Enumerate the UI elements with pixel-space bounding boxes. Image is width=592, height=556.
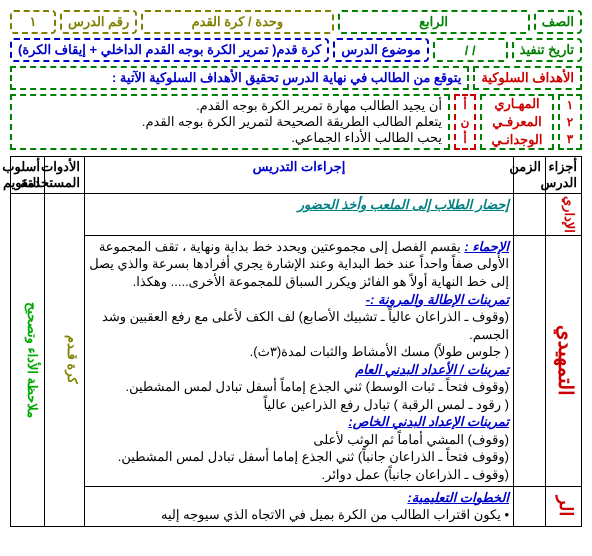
t3-heading: تمرينات الإعداد البدني الخاص: bbox=[348, 414, 509, 429]
grade-label: الصف bbox=[534, 10, 582, 34]
goal-text: يتعلم الطالب الطريقة الصحيحة لتمرير الكر… bbox=[18, 114, 442, 130]
goal-num: ٣ bbox=[560, 132, 580, 146]
lesson-num-label: رقم الدرس bbox=[60, 10, 137, 34]
t3-a: (وقوف) المشي أماماً ثم الوثب لأعلى bbox=[313, 432, 509, 447]
goal-domain: الوجدانـي bbox=[482, 132, 552, 148]
goals-grid: ١ ٢ ٣ المهـاري المعرفـي الوجدانـي أ ن أ … bbox=[10, 94, 582, 150]
grade-value: الرابع bbox=[338, 10, 530, 34]
goals-domains: المهـاري المعرفـي الوجدانـي bbox=[480, 94, 554, 150]
time-cell bbox=[514, 235, 546, 486]
part-prep: التمهيدي bbox=[546, 235, 582, 486]
goal-an: أ bbox=[456, 132, 474, 146]
proc-prep: الإحماء : يقسم الفصل إلى مجموعتين ويحدد … bbox=[85, 235, 514, 486]
proc-admin: إحضار الطلاب إلى الملعب وأخذ الحضور bbox=[85, 194, 514, 236]
goal-an: ن bbox=[456, 115, 474, 129]
lesson-table: أجزاء الدرس الزمن إجراءات التدريس الأدوا… bbox=[10, 156, 582, 527]
goal-num: ٢ bbox=[560, 115, 580, 129]
col-parts: أجزاء الدرس bbox=[546, 157, 582, 194]
t1-a: (وقوف ـ الذراعان عالياً ـ تشبيك الأصابع)… bbox=[102, 309, 509, 342]
goal-num: ١ bbox=[560, 98, 580, 112]
steps-heading: الخطوات التعليمية: bbox=[407, 490, 509, 505]
date-label: تاريخ تنفيذ bbox=[512, 38, 582, 62]
topic-label: موضوع الدرس bbox=[333, 38, 428, 62]
table-row: الإداري إحضار الطلاب إلى الملعب وأخذ الح… bbox=[11, 194, 582, 236]
col-tools: الأدوات المستخدمة bbox=[45, 157, 85, 194]
proc-main: الخطوات التعليمية: • يكون اقتراب الطالب … bbox=[85, 486, 514, 526]
t1-b: ( جلوس طولاً) مسك الأمشاط والثبات لمدة(٣… bbox=[250, 344, 509, 359]
table-row: الر الخطوات التعليمية: • يكون اقتراب الط… bbox=[11, 486, 582, 526]
tools-cell: كرة قـدم bbox=[45, 194, 85, 527]
goal-text: يحب الطالب الأداء الجماعي. bbox=[18, 130, 442, 146]
t1-heading: تمرينات الإطالة والمرونة :- bbox=[366, 292, 509, 307]
goal-an: أ bbox=[456, 98, 474, 112]
part-admin: الإداري bbox=[546, 194, 582, 236]
unit-value: كرة القدم bbox=[192, 14, 245, 30]
time-cell bbox=[514, 194, 546, 236]
goals-intro-row: الأهداف السلوكية يتوقع من الطالب في نهاي… bbox=[10, 66, 582, 90]
t2-a: (وقوف فتحاً ـ ثبات الوسط) ثني الجذع إمام… bbox=[125, 379, 509, 394]
goal-domain: المهـاري bbox=[482, 96, 552, 112]
goal-text: أن يجيد الطالب مهارة تمرير الكرة بوجه ال… bbox=[18, 98, 442, 114]
table-header: أجزاء الدرس الزمن إجراءات التدريس الأدوا… bbox=[11, 157, 582, 194]
warmup-text: يقسم الفصل إلى مجموعتين ويحدد خط بداية و… bbox=[89, 239, 509, 289]
goals-list: أن يجيد الطالب مهارة تمرير الكرة بوجه ال… bbox=[10, 94, 450, 150]
t2-b: ( رقود ـ لمس الرقبة ) تبادل رفع الذراعين… bbox=[264, 397, 509, 412]
goal-domain: المعرفـي bbox=[482, 114, 552, 130]
lesson-num-value: ١ bbox=[10, 10, 56, 34]
admin-proc-text: إحضار الطلاب إلى الملعب وأخذ الحضور bbox=[298, 197, 509, 212]
col-proc: إجراءات التدريس bbox=[85, 157, 514, 194]
steps-a: يكون اقتراب الطالب من الكرة بميل في الات… bbox=[161, 507, 501, 522]
unit-label: وحدة / bbox=[248, 14, 283, 30]
table-row: التمهيدي الإحماء : يقسم الفصل إلى مجموعت… bbox=[11, 235, 582, 486]
t3-c: (وقوف ـ الذراعان جانباً) عمل دوائر. bbox=[322, 467, 509, 482]
behavioral-goals-label: الأهداف السلوكية bbox=[473, 66, 582, 90]
header-row-2: تاريخ تنفيذ / / موضوع الدرس كرة قدم( تمر… bbox=[10, 38, 582, 62]
part-main: الر bbox=[546, 486, 582, 526]
t3-b: (وقوف فتحاً ـ الذراعان جانباً) ثني الجذع… bbox=[118, 449, 509, 464]
goals-nums: ١ ٢ ٣ bbox=[558, 94, 582, 150]
time-cell bbox=[514, 486, 546, 526]
header-row-1: الصف الرابع وحدة / كرة القدم رقم الدرس ١ bbox=[10, 10, 582, 34]
date-value: / / bbox=[433, 38, 508, 62]
col-eval: أسلوب التقويم bbox=[11, 157, 45, 194]
eval-cell: ملاحظة الأداء وتصحيح bbox=[11, 194, 45, 527]
t2-heading: تمرينات / الأعداد البدني العام bbox=[355, 362, 509, 377]
topic-value: كرة قدم( تمرير الكرة بوجه القدم الداخلي … bbox=[10, 38, 329, 62]
unit-box: وحدة / كرة القدم bbox=[141, 10, 333, 34]
goals-an: أ ن أ bbox=[454, 94, 476, 150]
behavioral-goals-intro: يتوقع من الطالب في نهاية الدرس تحقيق الأ… bbox=[10, 66, 469, 90]
warmup-heading: الإحماء : bbox=[464, 239, 509, 254]
